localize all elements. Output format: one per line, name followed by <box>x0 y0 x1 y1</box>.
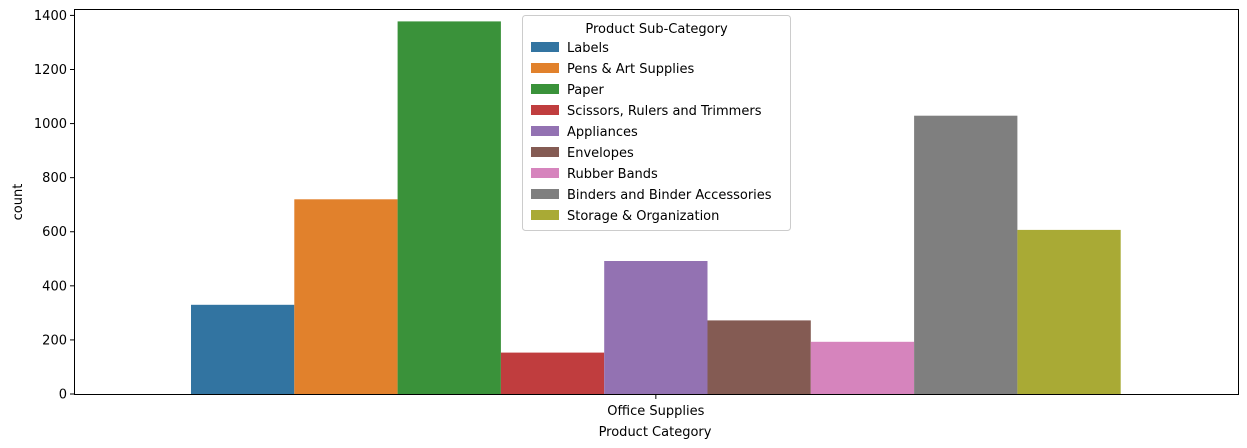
legend-label: Labels <box>567 41 609 56</box>
bar-storage-organization <box>1017 229 1121 394</box>
legend-swatch <box>531 189 559 199</box>
bars-group <box>191 21 1121 395</box>
legend-title: Product Sub-Category <box>585 22 728 37</box>
bar-envelopes <box>707 320 811 394</box>
axes-group <box>74 9 1239 395</box>
bar-scissors-rulers-and-trimmers <box>500 352 605 394</box>
x-tick-label: Office Supplies <box>607 404 704 419</box>
legend-label: Rubber Bands <box>567 167 658 182</box>
y-tick-label: 1200 <box>34 63 67 78</box>
bar-binders-and-binder-accessories <box>914 115 1018 394</box>
y-tick-label: 0 <box>59 388 67 403</box>
legend-swatch <box>531 210 559 220</box>
legend-label: Binders and Binder Accessories <box>567 188 772 203</box>
legend-label: Paper <box>567 83 604 98</box>
x-ticks: Office Supplies <box>607 394 705 419</box>
bar-rubber-bands <box>810 341 915 394</box>
legend-swatch <box>531 147 559 157</box>
y-tick-label: 1400 <box>34 9 67 24</box>
legend-box <box>522 15 791 231</box>
y-tick-label: 800 <box>42 171 67 186</box>
y-tick-label: 600 <box>42 225 67 240</box>
y-tick-label: 1000 <box>34 117 67 132</box>
legend-swatch <box>531 42 559 52</box>
legend-label: Envelopes <box>567 146 634 161</box>
legend-label: Storage & Organization <box>567 209 719 224</box>
y-tick-label: 200 <box>42 333 67 348</box>
plot-frame <box>74 9 1239 395</box>
legend-label: Pens & Art Supplies <box>567 62 694 77</box>
legend-label: Appliances <box>567 125 638 140</box>
legend-swatch <box>531 168 559 178</box>
legend-swatch <box>531 63 559 73</box>
bar-pens-art-supplies <box>294 199 398 394</box>
y-tick-label: 400 <box>42 279 67 294</box>
legend-swatch <box>531 84 559 94</box>
y-axis-label: count <box>11 184 26 221</box>
bar-paper <box>397 21 501 395</box>
legend: Product Sub-Category Labels Pens & Art Sup… <box>522 15 791 231</box>
y-ticks: 0 200 400 600 800 1000 1200 1400 <box>34 9 75 403</box>
bar-labels <box>191 304 295 394</box>
legend-swatch <box>531 126 559 136</box>
legend-label: Scissors, Rulers and Trimmers <box>567 104 762 119</box>
legend-swatch <box>531 105 559 115</box>
bar-appliances <box>604 261 708 394</box>
x-axis-label: Product Category <box>599 425 712 440</box>
